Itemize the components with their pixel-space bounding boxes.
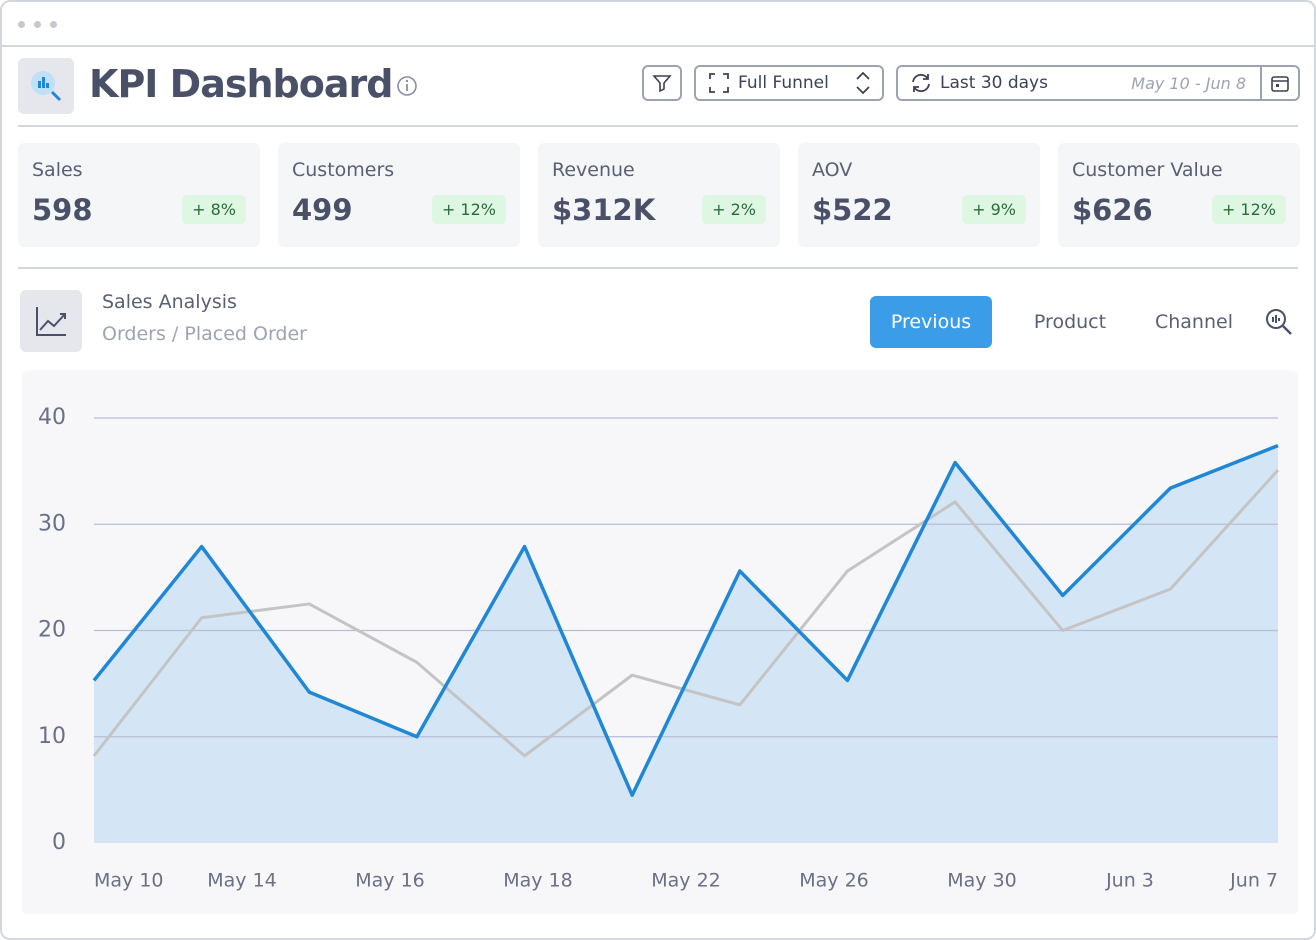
logo-icon (31, 71, 62, 102)
y-tick-label: 0 (52, 830, 66, 855)
trend-icon (36, 307, 66, 336)
tab[interactable]: Product (1033, 311, 1107, 333)
section-title: Sales Analysis (102, 291, 237, 313)
kpi-change: + 12% (1211, 195, 1286, 224)
x-tick-label: May 14 (207, 870, 277, 892)
kpi-label: AOV (812, 159, 853, 181)
kpi-label: Customers (292, 159, 395, 181)
kpi-card: AOV $522 + 9% (798, 143, 1040, 247)
range-label: Last 30 days (940, 73, 1048, 93)
range-dates: May 10 - Jun 8 (1131, 73, 1246, 93)
kpi-change: + 12% (431, 195, 506, 224)
page-title: KPI Dashboard (89, 62, 393, 106)
info-icon[interactable] (395, 74, 419, 98)
calendar-icon (1271, 76, 1289, 92)
separator (1260, 66, 1262, 100)
dot (18, 21, 25, 28)
x-tick-label: May 30 (947, 870, 1017, 892)
kpi-label: Customer Value (1072, 159, 1223, 181)
logo (18, 58, 74, 114)
line (92, 443, 1279, 797)
divider (2, 45, 1314, 47)
expand-icon (709, 73, 729, 93)
x-tick-label: Jun 3 (1105, 870, 1154, 892)
x-tick-label: May 16 (355, 870, 425, 892)
kpi-value: $626 (1072, 193, 1153, 227)
funnel-select[interactable]: Full Funnel (694, 65, 884, 101)
dot (50, 21, 57, 28)
tab[interactable]: Channel (1154, 311, 1233, 333)
filter-button[interactable] (642, 65, 682, 101)
y-tick-label: 30 (38, 511, 66, 536)
x-tick-label: May 18 (503, 870, 573, 892)
y-tick-label: 40 (38, 405, 66, 430)
x-tick-label: Jun 7 (1229, 870, 1278, 892)
kpi-label: Revenue (552, 159, 635, 181)
x-tick-label: May 10 (94, 870, 164, 892)
x-tick-label: May 22 (651, 870, 721, 892)
funnel-label: Full Funnel (738, 73, 829, 93)
kpi-change: + 9% (962, 195, 1026, 224)
kpi-card: Revenue $312K + 2% (538, 143, 780, 247)
kpi-value: 499 (292, 193, 353, 227)
search-icon[interactable] (1264, 307, 1294, 337)
divider (18, 125, 1298, 127)
refresh-icon (912, 73, 930, 93)
y-tick-label: 20 (38, 618, 66, 643)
x-tick-label: May 26 (799, 870, 869, 892)
kpi-label: Sales (32, 159, 83, 181)
kpi-value: $312K (552, 193, 656, 227)
divider (18, 267, 1298, 269)
filter-icon (652, 75, 672, 93)
kpi-card: Sales 598 + 8% (18, 143, 260, 247)
line (92, 469, 1280, 758)
chevrons (856, 71, 870, 95)
section-subtitle: Orders / Placed Order (102, 323, 307, 345)
dot (34, 21, 41, 28)
chart: 0 10 20 30 40 May 10 May 14 May 16 May 18 May 22 M… (22, 370, 1298, 914)
kpi-change: + 2% (702, 195, 766, 224)
area (94, 445, 1278, 843)
kpi-value: $522 (812, 193, 893, 227)
kpi-change: + 8% (182, 195, 246, 224)
date-range[interactable]: Last 30 days May 10 - Jun 8 (896, 65, 1300, 101)
kpi-value: 598 (32, 193, 93, 227)
section-icon (20, 290, 82, 352)
y-tick-label: 10 (38, 724, 66, 749)
tab[interactable]: Previous (870, 296, 992, 348)
kpi-card: Customer Value $626 + 12% (1058, 143, 1300, 247)
kpi-card: Customers 499 + 12% (278, 143, 520, 247)
